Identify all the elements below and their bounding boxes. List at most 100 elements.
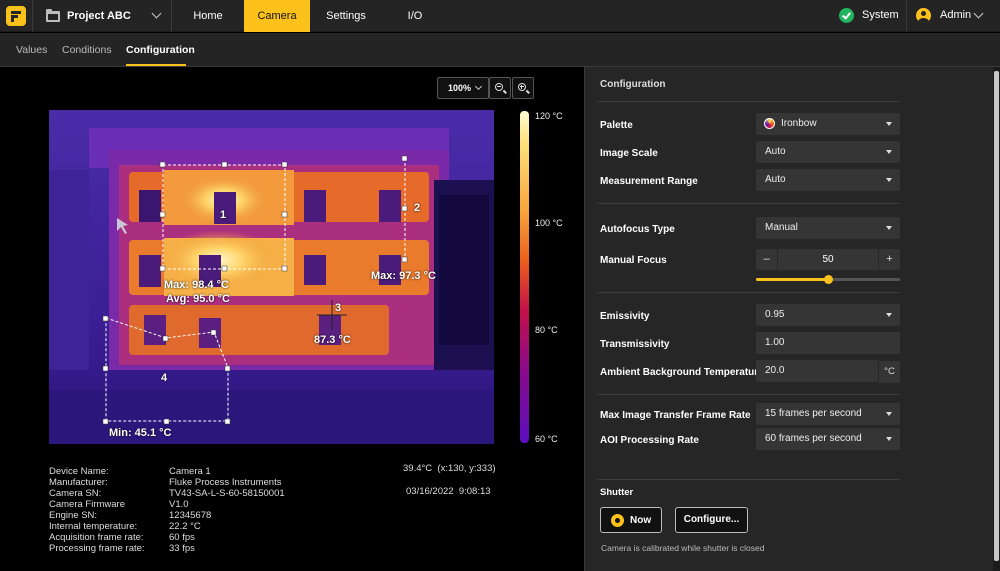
- temperature-color-scale: [520, 111, 529, 443]
- ambient-temperature-label: Ambient Background Temperature: [600, 367, 764, 378]
- dropdown-arrow-icon: [886, 437, 892, 441]
- shutter-configure-button[interactable]: Configure...: [675, 507, 748, 533]
- sub-tab-bar: Values Conditions Configuration: [0, 33, 1000, 67]
- emissivity-label: Emissivity: [600, 311, 650, 322]
- roi-4-min: Min: 45.1 °C: [109, 427, 172, 439]
- manual-focus-stepper: – 50 +: [756, 249, 900, 270]
- info-value: TV43-SA-L-S-60-58150001: [169, 488, 285, 499]
- manual-focus-slider[interactable]: [756, 275, 900, 284]
- chevron-down-icon: [474, 82, 483, 91]
- palette-label: Palette: [600, 120, 633, 131]
- divider: [597, 394, 900, 395]
- user-menu-label[interactable]: Admin: [940, 9, 972, 21]
- palette-value: Ironbow: [781, 118, 817, 129]
- palette-select[interactable]: Ironbow: [756, 113, 900, 135]
- scale-label-bottom: 60 °C: [535, 434, 558, 444]
- palette-swatch-icon: [764, 118, 775, 129]
- zoom-value: 100%: [448, 83, 472, 93]
- tab-values[interactable]: Values: [16, 44, 48, 56]
- roi-2-max: Max: 97.3 °C: [371, 270, 436, 282]
- info-label: Acquisition frame rate:: [49, 532, 144, 543]
- autofocus-type-label: Autofocus Type: [600, 224, 675, 235]
- emissivity-value: 0.95: [765, 309, 785, 320]
- emissivity-select[interactable]: 0.95: [756, 304, 900, 326]
- slider-handle[interactable]: [824, 275, 833, 284]
- info-value: Fluke Process Instruments: [169, 477, 282, 488]
- nav-tab-camera[interactable]: Camera: [244, 0, 310, 32]
- info-value: Camera 1: [169, 466, 211, 477]
- aoi-rate-label: AOI Processing Rate: [600, 435, 699, 446]
- info-label: Engine SN:: [49, 510, 98, 521]
- max-transfer-rate-select[interactable]: 15 frames per second: [756, 403, 900, 425]
- aoi-rate-value: 60 frames per second: [765, 433, 862, 444]
- temperature-unit: °C: [878, 361, 900, 383]
- cursor-temperature-readout: 39.4°C (x:130, y:333): [403, 463, 496, 474]
- dropdown-arrow-icon: [886, 313, 892, 317]
- measurement-range-label: Measurement Range: [600, 176, 698, 187]
- info-label: Processing frame rate:: [49, 543, 145, 554]
- system-ok-icon: [839, 8, 854, 23]
- image-scale-value: Auto: [765, 146, 786, 157]
- project-label: Project ABC: [67, 10, 131, 22]
- thermal-image[interactable]: [49, 110, 494, 444]
- dropdown-arrow-icon: [886, 150, 892, 154]
- increment-button[interactable]: +: [878, 249, 900, 270]
- zoom-out-button[interactable]: [489, 77, 511, 99]
- shutter-section-title: Shutter: [600, 487, 634, 498]
- nav-tab-io[interactable]: I/O: [407, 10, 423, 22]
- info-value: 12345678: [169, 510, 212, 521]
- user-avatar-icon: [916, 8, 931, 23]
- decrement-button[interactable]: –: [756, 249, 778, 270]
- project-selector[interactable]: Project ABC: [36, 0, 170, 32]
- tab-configuration[interactable]: Configuration: [126, 44, 195, 56]
- panel-title: Configuration: [600, 79, 666, 90]
- roi-label-1[interactable]: 1: [220, 209, 227, 221]
- tab-conditions[interactable]: Conditions: [62, 44, 112, 56]
- aoi-rate-select[interactable]: 60 frames per second: [756, 428, 900, 450]
- image-scale-select[interactable]: Auto: [756, 141, 900, 163]
- roi-label-4[interactable]: 4: [161, 372, 168, 384]
- transmissivity-input[interactable]: 1.00: [756, 332, 900, 354]
- max-transfer-rate-label: Max Image Transfer Frame Rate: [600, 410, 751, 421]
- divider: [906, 0, 907, 32]
- scale-label: 100 °C: [535, 218, 563, 228]
- zoom-in-icon: [518, 83, 526, 91]
- max-transfer-rate-value: 15 frames per second: [765, 408, 862, 419]
- info-label: Manufacturer:: [49, 477, 108, 488]
- divider: [597, 292, 900, 293]
- folder-icon: [46, 8, 60, 22]
- dropdown-arrow-icon: [886, 412, 892, 416]
- info-label: Device Name:: [49, 466, 109, 477]
- info-value: 33 fps: [169, 543, 195, 554]
- measurement-range-value: Auto: [765, 174, 786, 185]
- panel-scrollbar[interactable]: [993, 67, 1000, 571]
- fluke-logo-icon: [6, 6, 26, 26]
- zoom-out-icon: [495, 83, 503, 91]
- zoom-in-button[interactable]: [512, 77, 534, 99]
- info-value: V1.0: [169, 499, 189, 510]
- measurement-range-select[interactable]: Auto: [756, 169, 900, 191]
- shutter-icon: [611, 514, 624, 527]
- chevron-down-icon[interactable]: [973, 8, 984, 19]
- scale-label: 80 °C: [535, 325, 558, 335]
- timestamp: 03/16/2022 9:08:13: [406, 486, 491, 497]
- info-label: Camera Firmware: [49, 499, 126, 510]
- ambient-temperature-input[interactable]: 20.0: [756, 360, 878, 382]
- mouse-cursor-icon: [117, 218, 128, 234]
- divider: [597, 101, 900, 102]
- dropdown-arrow-icon: [886, 178, 892, 182]
- autofocus-type-select[interactable]: Manual: [756, 217, 900, 239]
- system-status-label[interactable]: System: [862, 9, 899, 21]
- image-scale-label: Image Scale: [600, 148, 658, 159]
- roi-label-3[interactable]: 3: [335, 302, 342, 314]
- roi-label-2[interactable]: 2: [414, 202, 421, 214]
- manual-focus-value[interactable]: 50: [822, 254, 834, 265]
- slider-fill: [756, 278, 828, 281]
- nav-tab-home[interactable]: Home: [193, 10, 223, 22]
- active-tab-indicator: [126, 64, 186, 66]
- zoom-select[interactable]: 100%: [437, 77, 489, 99]
- divider: [597, 203, 900, 204]
- autofocus-type-value: Manual: [765, 222, 798, 233]
- nav-tab-settings[interactable]: Settings: [326, 10, 366, 22]
- shutter-now-button[interactable]: Now: [600, 507, 662, 533]
